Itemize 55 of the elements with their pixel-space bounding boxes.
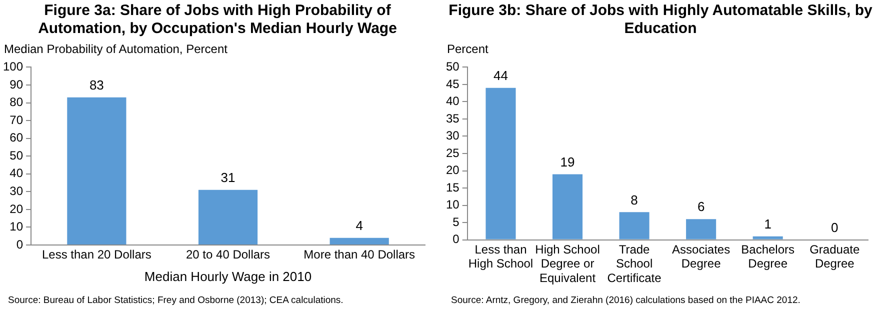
data-label: 4 xyxy=(356,218,363,233)
bar xyxy=(67,97,126,244)
x-tick-label: Trade School Certificate xyxy=(607,242,662,286)
data-label: 8 xyxy=(630,192,638,208)
y-tick-label: 60 xyxy=(10,130,24,145)
source-note: Source: Arntz, Gregory, and Zierahn (2016) calculations based on the PIAAC 2012. xyxy=(450,295,802,306)
data-label: 1 xyxy=(764,216,772,232)
y-tick-label: 30 xyxy=(10,184,24,198)
data-label: 6 xyxy=(697,199,705,214)
y-tick-label: 45 xyxy=(446,76,460,91)
bar xyxy=(486,88,516,240)
y-tick-label: 35 xyxy=(446,111,460,126)
x-tick-label: Less than 20 Dollars xyxy=(42,248,152,262)
source-note: Source: Bureau of Labor Statistics; Frey and Osborne (2013); CEA calculations. xyxy=(7,295,344,306)
x-tick-label: Associates Degree xyxy=(672,242,730,271)
y-axis-title: Median Probability of Automation, Percent xyxy=(3,42,228,57)
y-tick-label: 5 xyxy=(452,214,460,229)
y-tick-label: 90 xyxy=(10,77,24,92)
x-tick-label: Graduate Degree xyxy=(810,242,860,271)
x-tick-label: Less than High School xyxy=(468,242,534,271)
y-tick-label: 0 xyxy=(452,232,460,246)
x-tick-label: More than 40 Dollars xyxy=(304,248,416,262)
y-tick-label: 0 xyxy=(16,237,24,252)
y-tick-label: 30 xyxy=(446,128,460,143)
data-label: 83 xyxy=(89,78,104,93)
bar xyxy=(752,236,783,240)
data-label: 44 xyxy=(494,68,508,83)
bar xyxy=(686,219,716,240)
y-tick-label: 50 xyxy=(446,60,460,74)
x-tick-label: Bachelors Degree xyxy=(741,242,795,271)
data-label: 19 xyxy=(560,154,575,170)
bar xyxy=(552,174,583,240)
y-tick-label: 10 xyxy=(446,198,460,212)
y-tick-label: 50 xyxy=(10,148,24,162)
data-label: 31 xyxy=(220,170,236,185)
y-tick-label: 20 xyxy=(10,202,24,216)
y-tick-label: 25 xyxy=(446,146,460,160)
bar xyxy=(330,238,389,244)
chart-title: Figure 3a: Share of Jobs with High Probability of Automation, by Occupation's Median Hourly Wage xyxy=(37,2,398,39)
data-label: 0 xyxy=(830,220,838,235)
y-tick-label: 40 xyxy=(10,166,24,180)
y-axis-title: Percent xyxy=(446,42,490,57)
y-tick-label: 100 xyxy=(2,60,24,74)
y-tick-label: 15 xyxy=(446,180,460,194)
x-axis-title: Median Hourly Wage in 2010 xyxy=(144,268,312,284)
y-tick-label: 40 xyxy=(446,94,460,108)
y-tick-label: 10 xyxy=(10,220,24,234)
x-tick-label: High School Degree or Equivalent xyxy=(535,242,600,286)
y-tick-label: 70 xyxy=(10,112,24,127)
bar xyxy=(198,190,258,244)
y-tick-label: 20 xyxy=(446,163,460,178)
y-tick-label: 80 xyxy=(10,95,24,110)
x-tick-label: 20 to 40 Dollars xyxy=(186,248,270,262)
chart-title: Figure 3b: Share of Jobs with Highly Automatable Skills, by Education xyxy=(448,2,874,39)
bar xyxy=(619,212,650,240)
